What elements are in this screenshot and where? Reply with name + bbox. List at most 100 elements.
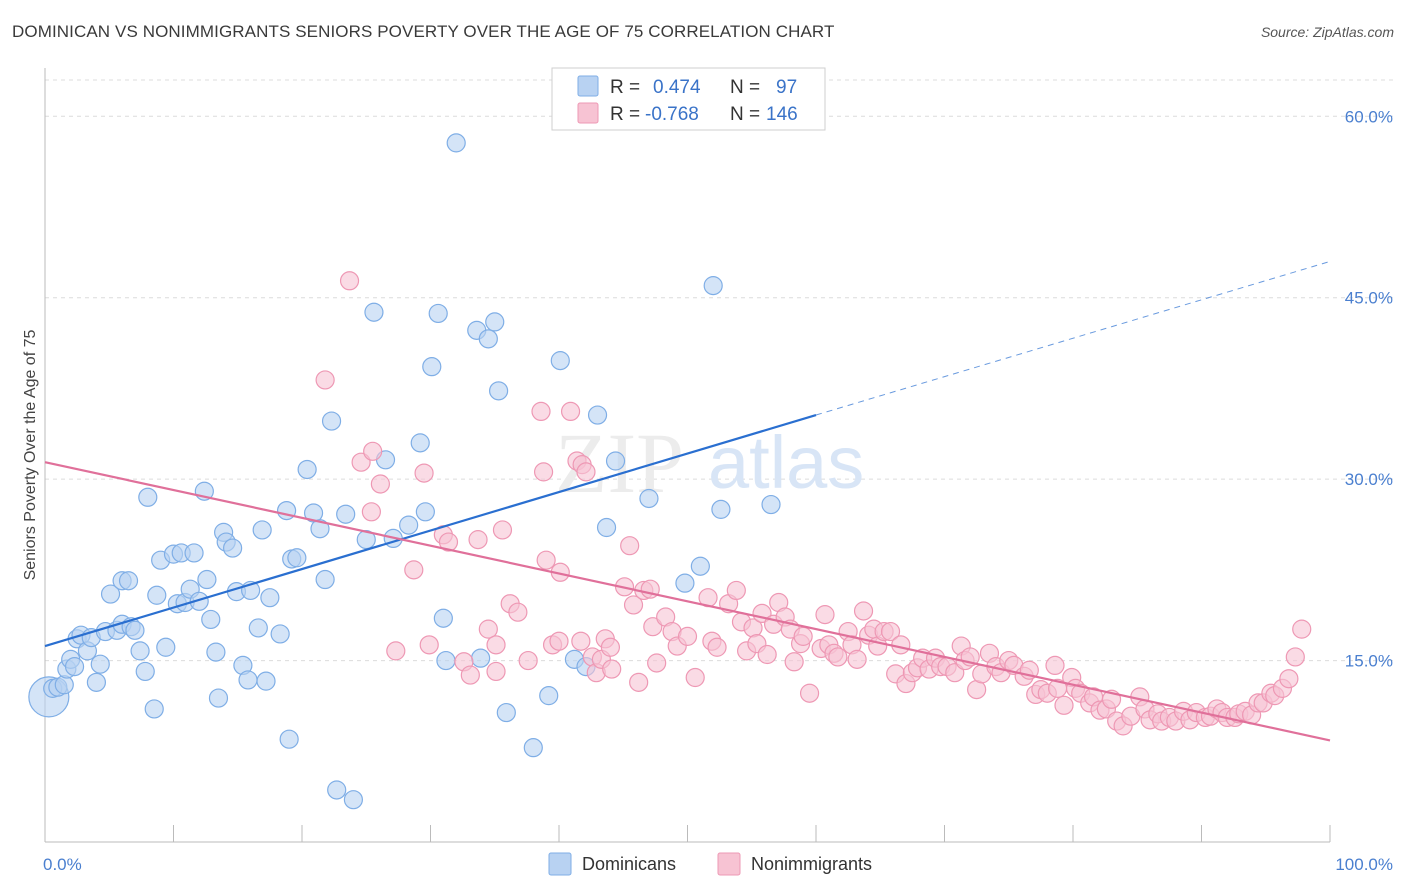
nonimmigrant-point <box>707 637 727 657</box>
nonimmigrant-point <box>623 595 644 615</box>
dominican-point <box>675 573 695 593</box>
y-tick-label: 15.0% <box>1345 652 1393 671</box>
legend-r-label: R = <box>610 104 640 125</box>
grid-lines <box>45 79 1394 662</box>
nonimmigrant-point <box>602 659 622 679</box>
x-tick-label: 100.0% <box>1335 855 1393 874</box>
watermark: ZIP atlas <box>555 415 864 511</box>
legend-swatch-dominicans-bottom <box>548 852 572 876</box>
nonimmigrant-point <box>533 462 554 482</box>
nonimmigrant-point <box>486 635 506 655</box>
nonimmigrant-point <box>460 665 480 685</box>
dominican-point <box>496 702 516 723</box>
series-legend: Dominicans Nonimmigrants <box>548 852 872 876</box>
nonimmigrant-point <box>370 474 390 494</box>
nonimmigrant-point <box>419 635 439 655</box>
dominican-point <box>238 670 258 690</box>
dominican-point <box>446 133 466 153</box>
legend-swatch-nonimmigrants <box>577 102 599 124</box>
nonimmigrant-point <box>549 631 569 651</box>
dominican-point <box>587 405 608 425</box>
dominican-point <box>703 276 723 296</box>
nonimmigrant-point <box>531 401 551 422</box>
legend-r-value: -0.768 <box>645 104 699 125</box>
nonimmigrant-point <box>363 441 383 461</box>
dominican-point <box>433 608 453 628</box>
legend-label-dominicans: Dominicans <box>582 854 676 874</box>
nonimmigrant-point <box>576 462 596 482</box>
dominican-point <box>297 459 317 480</box>
dominican-point <box>287 548 307 568</box>
nonimmigrant-point <box>1054 695 1074 715</box>
nonimmigrant-point <box>643 617 663 637</box>
axes <box>44 68 1331 843</box>
dominican-point <box>436 650 456 671</box>
correlation-legend: R = 0.474 N = 97 R = -0.768 N = 146 <box>551 67 826 131</box>
nonimmigrant-point <box>478 619 498 639</box>
dominican-point <box>310 519 330 539</box>
nonimmigrant-point <box>799 683 820 703</box>
nonimmigrant-point <box>1292 619 1312 639</box>
dominican-point <box>315 569 335 590</box>
nonimmigrant-point <box>486 661 506 682</box>
y-tick-label: 60.0% <box>1345 107 1393 126</box>
dominican-point <box>471 648 491 668</box>
nonimmigrant-point <box>600 637 621 657</box>
nonimmigrant-point <box>361 502 381 522</box>
dominican-point <box>144 699 164 719</box>
dominican-point <box>356 530 376 550</box>
y-tick-labels: 15.0% 30.0% 45.0% 60.0% <box>1345 107 1393 670</box>
legend-n-label: N = <box>730 104 760 125</box>
nonimmigrant-point <box>726 580 746 601</box>
nonimmigrant-point <box>891 635 911 655</box>
dominican-point <box>223 538 243 558</box>
dominican-point <box>138 487 158 507</box>
dominican-point <box>415 502 435 522</box>
legend-n-label: N = <box>730 77 760 98</box>
legend-swatch-dominicans <box>577 75 599 97</box>
nonimmigrant-point <box>560 401 581 422</box>
source-label: Source: ZipAtlas.com <box>1260 24 1394 40</box>
nonimmigrant-point <box>1045 655 1065 676</box>
dominican-point <box>260 588 280 608</box>
nonimmigrant-point <box>757 644 777 665</box>
nonimmigrant-point <box>571 631 591 651</box>
dominican-point <box>422 357 442 377</box>
chart-title: DOMINICAN VS NONIMMIGRANTS SENIORS POVER… <box>12 22 835 41</box>
dominican-point <box>100 584 121 604</box>
x-tick-labels: 0.0% 100.0% <box>43 855 1393 874</box>
nonimmigrant-point <box>847 649 867 669</box>
legend-n-value: 146 <box>766 104 798 125</box>
nonimmigrant-point <box>315 370 335 390</box>
dominican-point <box>550 351 570 371</box>
dominican-point <box>156 637 176 657</box>
dominican-point <box>208 688 229 708</box>
nonimmigrant-point <box>438 532 459 552</box>
nonimmigrant-point <box>518 650 538 671</box>
nonimmigrant-point <box>784 652 804 672</box>
nonimmigrant-point <box>536 550 556 570</box>
dominican-point <box>428 303 448 324</box>
dominican-point <box>256 671 276 691</box>
nonimmigrant-point <box>1279 669 1299 689</box>
dominican-point <box>690 556 710 576</box>
y-axis-label: Seniors Poverty Over the Age of 75 <box>22 330 39 581</box>
dominican-point <box>364 302 384 322</box>
dominican-point <box>321 411 342 431</box>
nonimmigrant-point <box>508 602 528 622</box>
dominican-point <box>125 620 145 640</box>
dominicans-trend-extension <box>815 260 1331 416</box>
dominican-point <box>197 569 217 590</box>
nonimmigrant-point <box>1285 647 1305 667</box>
dominican-point <box>711 499 731 519</box>
dominican-point <box>336 504 356 524</box>
data-points <box>28 133 1312 810</box>
nonimmigrant-point <box>468 530 488 550</box>
legend-r-value: 0.474 <box>653 77 701 98</box>
dominican-point <box>54 675 74 695</box>
y-tick-label: 45.0% <box>1345 289 1393 308</box>
nonimmigrant-point <box>414 463 434 483</box>
legend-n-value: 97 <box>776 77 797 98</box>
dominican-point <box>252 520 272 540</box>
watermark-atlas: atlas <box>708 421 864 504</box>
